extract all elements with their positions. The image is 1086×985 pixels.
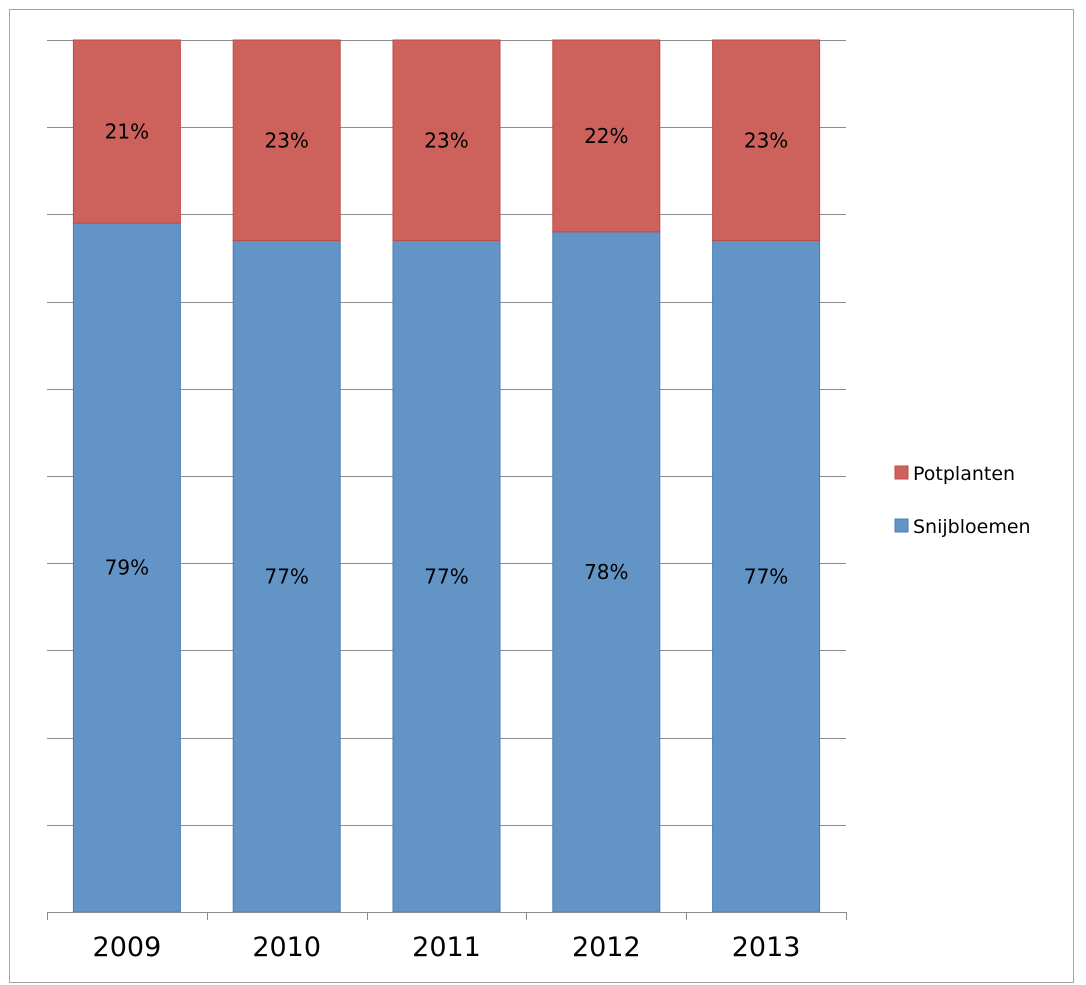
x-tick-label-2012: 2012 xyxy=(572,932,641,963)
data-label-snijbloemen-2012: 78% xyxy=(584,560,628,584)
bar-potplanten-2009 xyxy=(72,39,181,224)
data-label-snijbloemen-2011: 77% xyxy=(424,564,468,588)
chart-frame xyxy=(9,9,1074,983)
legend-swatch-potplanten xyxy=(894,465,909,480)
x-tick-label-2013: 2013 xyxy=(732,932,801,963)
data-label-snijbloemen-2010: 77% xyxy=(264,564,308,588)
x-tick-label-2011: 2011 xyxy=(412,932,481,963)
bar-snijbloemen-2012 xyxy=(552,231,661,913)
bars xyxy=(72,39,821,913)
x-tick-label-2010: 2010 xyxy=(252,932,321,963)
x-tick-label-2009: 2009 xyxy=(93,932,162,963)
bar-snijbloemen-2010 xyxy=(232,240,341,913)
bar-snijbloemen-2013 xyxy=(712,240,821,913)
data-label-potplanten-2009: 21% xyxy=(105,120,149,144)
bar-snijbloemen-2011 xyxy=(392,240,501,913)
data-label-snijbloemen-2009: 79% xyxy=(105,556,149,580)
bar-potplanten-2013 xyxy=(712,39,821,242)
data-labels: 79% 21% 77% 23% 77% 23% 78% 22% 77% 23% xyxy=(105,120,789,589)
x-axis: 2009 2010 2011 2012 2013 xyxy=(47,912,847,963)
bar-potplanten-2011 xyxy=(392,39,501,242)
data-label-potplanten-2012: 22% xyxy=(584,124,628,148)
legend: Potplanten Snijbloemen xyxy=(894,463,1031,538)
bar-potplanten-2010 xyxy=(232,39,341,242)
data-label-potplanten-2011: 23% xyxy=(424,128,468,152)
data-label-snijbloemen-2013: 77% xyxy=(744,564,788,588)
legend-label-potplanten: Potplanten xyxy=(913,463,1015,485)
data-label-potplanten-2013: 23% xyxy=(744,128,788,152)
bar-potplanten-2012 xyxy=(552,39,661,233)
legend-label-snijbloemen: Snijbloemen xyxy=(913,516,1031,538)
bar-snijbloemen-2009 xyxy=(72,222,181,913)
legend-swatch-snijbloemen xyxy=(894,518,909,533)
data-label-potplanten-2010: 23% xyxy=(264,128,308,152)
